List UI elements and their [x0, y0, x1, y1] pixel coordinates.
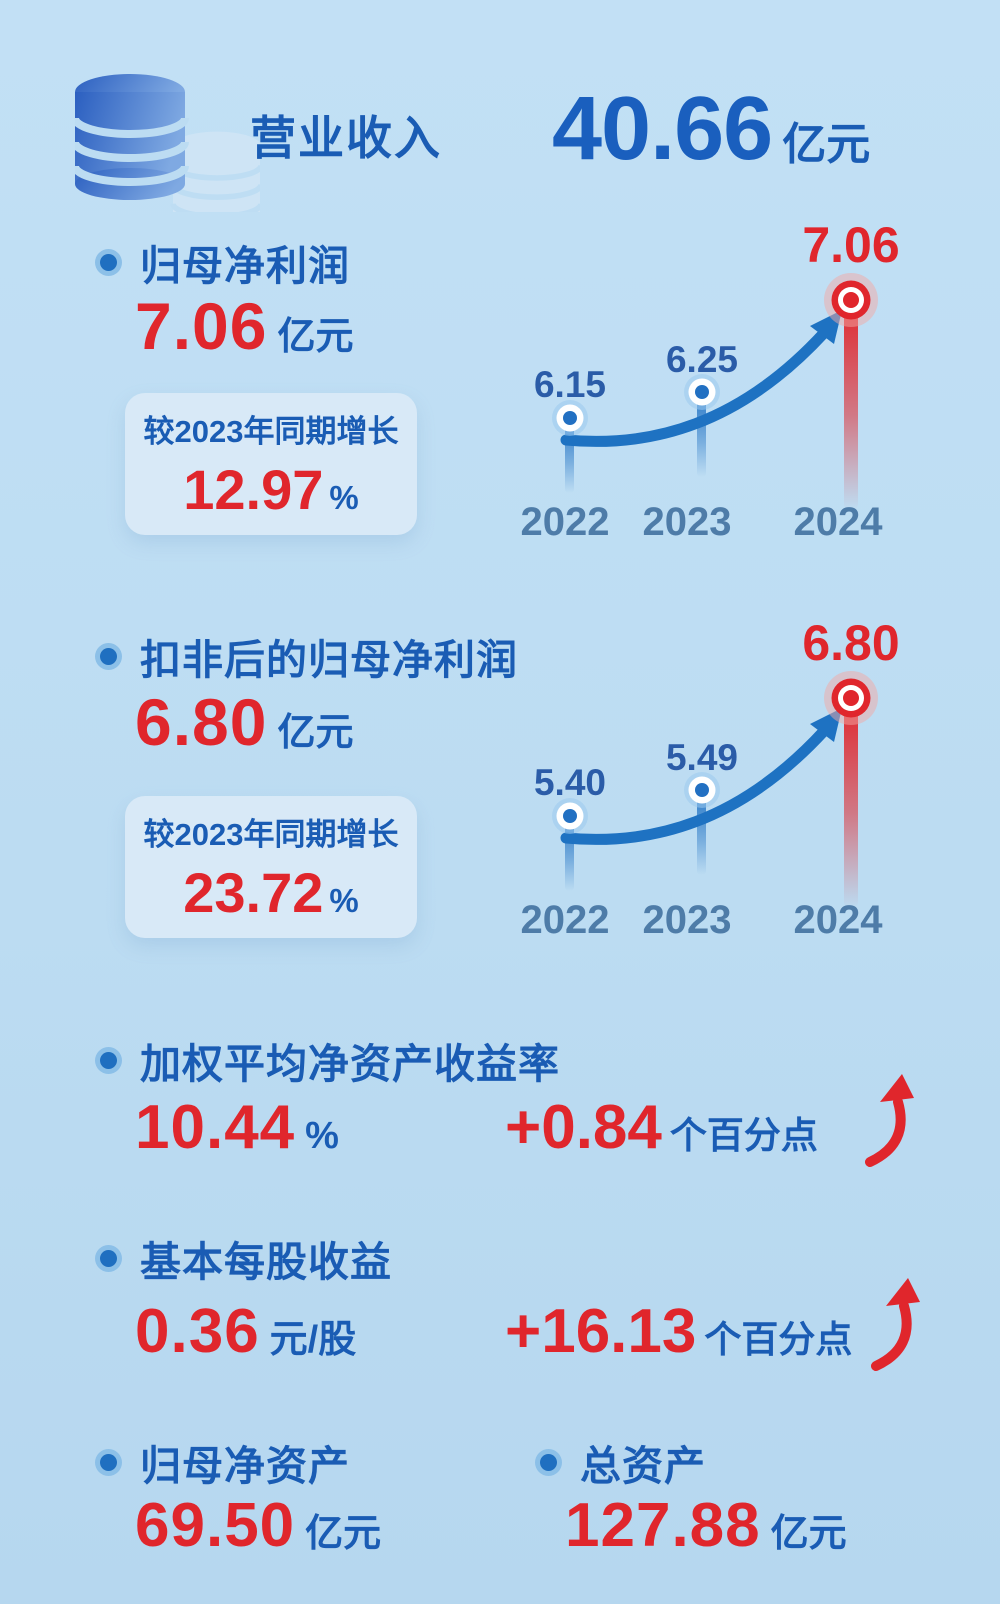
growth-label: 较2023年同期增长 — [143, 817, 399, 852]
bullet-icon — [95, 1448, 122, 1476]
total-assets-value: 127.88 — [565, 1491, 761, 1560]
roe-delta-row: +0.84 个百分点 — [505, 1092, 818, 1163]
growth-value-row: 12.97 % — [183, 457, 358, 522]
eps-delta-unit: 个百分点 — [704, 1319, 853, 1360]
eps-value-row: 0.36 元/股 — [135, 1296, 356, 1367]
net-assets-unit: 亿元 — [305, 1513, 382, 1555]
deducted-net-profit-heading: 扣非后的归母净利润 — [95, 626, 518, 686]
data-point-2023 — [684, 374, 720, 410]
year-label-2024: 2024 — [794, 500, 884, 544]
deducted-net-profit-value: 6.80 — [135, 685, 268, 759]
point-label-2023: 5.49 — [666, 737, 738, 778]
data-point-2023 — [684, 772, 720, 808]
year-label-2023: 2023 — [643, 898, 732, 942]
data-point-2024-highlight — [824, 671, 878, 725]
total-assets-heading: 总资产 — [535, 1432, 706, 1492]
bullet-icon — [535, 1448, 562, 1476]
bullet-icon — [95, 248, 122, 276]
coin-stack-icon — [75, 74, 260, 212]
data-point-2024-highlight — [824, 273, 878, 327]
bullet-icon — [95, 1046, 122, 1074]
growth-unit: % — [329, 882, 359, 919]
growth-unit: % — [329, 479, 359, 516]
deducted-net-profit-unit: 亿元 — [277, 712, 354, 754]
net-assets-label: 归母净资产 — [140, 1443, 350, 1489]
deducted-net-profit-chart: 5.40 5.49 6.80 2022 2023 2024 — [521, 615, 900, 942]
up-arrow-icon — [865, 1074, 914, 1167]
net-profit-value: 7.06 — [135, 289, 268, 363]
revenue-value: 40.66 — [552, 79, 773, 179]
net-profit-growth-box: 较2023年同期增长 12.97 % — [125, 393, 417, 535]
roe-value-row: 10.44 % — [135, 1092, 339, 1163]
deducted-net-profit-value-row: 6.80 亿元 — [135, 684, 353, 760]
eps-label: 基本每股收益 — [140, 1239, 392, 1285]
roe-delta-unit: 个百分点 — [669, 1115, 818, 1156]
year-label-2023: 2023 — [643, 500, 732, 544]
point-label-2022: 5.40 — [534, 762, 606, 803]
growth-label: 较2023年同期增长 — [143, 414, 399, 449]
growth-value: 23.72 — [183, 861, 324, 924]
revenue-unit: 亿元 — [782, 120, 871, 169]
eps-heading: 基本每股收益 — [95, 1228, 392, 1288]
year-label-2022: 2022 — [521, 898, 610, 942]
point-label-2024: 7.06 — [802, 217, 899, 273]
roe-label: 加权平均净资产收益率 — [140, 1041, 560, 1087]
year-label-2024: 2024 — [794, 898, 884, 942]
net-assets-value-row: 69.50 亿元 — [135, 1490, 381, 1561]
eps-delta-row: +16.13 个百分点 — [505, 1296, 852, 1367]
point-label-2022: 6.15 — [534, 364, 606, 405]
roe-delta-value: +0.84 — [505, 1093, 662, 1162]
page-title: 营业收入 — [250, 112, 442, 164]
eps-unit: 元/股 — [269, 1319, 357, 1361]
growth-value-row: 23.72 % — [183, 860, 358, 925]
point-label-2024: 6.80 — [802, 615, 899, 671]
data-point-2022 — [552, 798, 588, 834]
deducted-net-profit-label: 扣非后的归母净利润 — [140, 637, 518, 683]
net-profit-value-row: 7.06 亿元 — [135, 288, 353, 364]
net-profit-unit: 亿元 — [277, 316, 354, 358]
bullet-icon — [95, 642, 122, 670]
roe-heading: 加权平均净资产收益率 — [95, 1030, 560, 1090]
eps-delta-value: +16.13 — [505, 1297, 697, 1366]
total-assets-label: 总资产 — [580, 1443, 706, 1489]
revenue-value-row: 40.66 亿元 — [552, 78, 870, 181]
point-label-2023: 6.25 — [666, 339, 738, 380]
up-arrow-icon — [871, 1278, 920, 1371]
net-profit-label: 归母净利润 — [140, 243, 350, 289]
total-assets-value-row: 127.88 亿元 — [565, 1490, 847, 1561]
growth-value: 12.97 — [183, 458, 324, 521]
eps-value: 0.36 — [135, 1297, 260, 1366]
deducted-net-profit-growth-box: 较2023年同期增长 23.72 % — [125, 796, 417, 938]
roe-value: 10.44 — [135, 1093, 296, 1162]
total-assets-unit: 亿元 — [770, 1513, 847, 1555]
data-point-2022 — [552, 400, 588, 436]
net-profit-heading: 归母净利润 — [95, 232, 350, 292]
net-assets-heading: 归母净资产 — [95, 1432, 350, 1492]
net-assets-value: 69.50 — [135, 1491, 296, 1560]
roe-unit: % — [305, 1115, 339, 1157]
bullet-icon — [95, 1244, 122, 1272]
year-label-2022: 2022 — [521, 500, 610, 544]
net-profit-chart: 6.15 6.25 7.06 2022 2023 2024 — [521, 217, 900, 544]
